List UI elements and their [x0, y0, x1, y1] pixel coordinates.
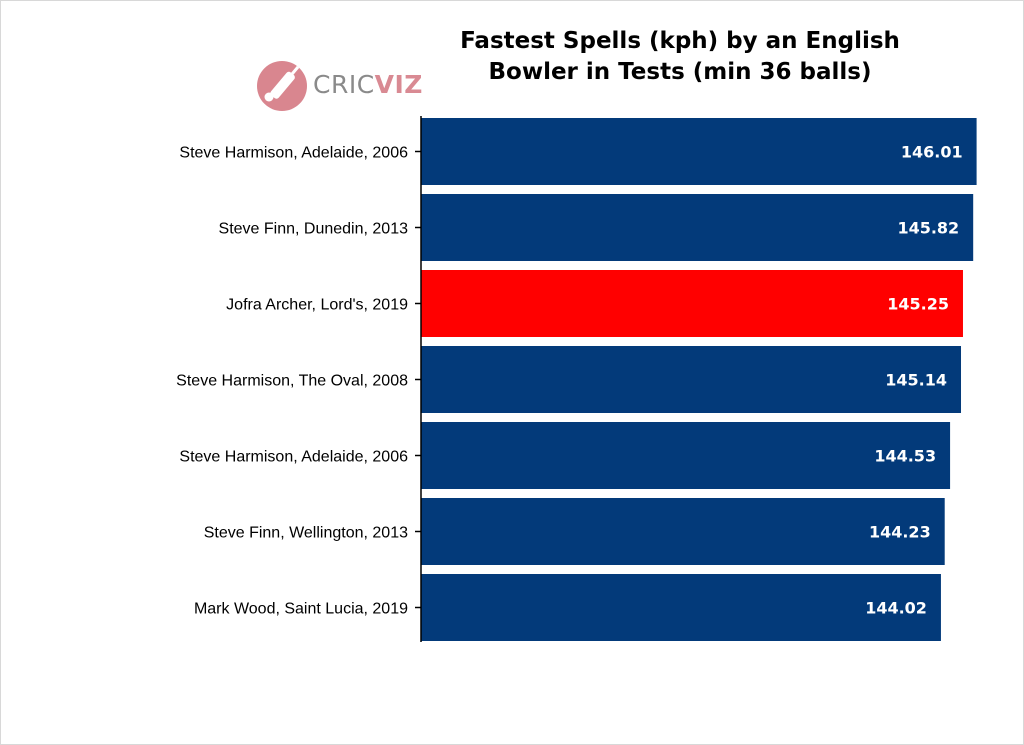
logo-text-cric: CRIC — [313, 70, 375, 99]
bar-value-label: 146.01 — [901, 143, 963, 162]
bar-value-label: 144.23 — [869, 523, 931, 542]
logo-text-viz: VIZ — [374, 70, 423, 99]
y-axis-category-label: Steve Harmison, Adelaide, 2006 — [179, 449, 408, 466]
bar — [421, 346, 962, 413]
bar-value-label: 145.14 — [885, 371, 947, 390]
bar-value-label: 144.53 — [874, 447, 936, 466]
y-axis-category-label: Steve Finn, Wellington, 2013 — [204, 525, 408, 542]
bar-value-label: 145.25 — [887, 295, 949, 314]
bar — [421, 194, 974, 261]
y-axis-category-label: Jofra Archer, Lord's, 2019 — [226, 297, 408, 314]
bar-value-label: 145.82 — [897, 219, 959, 238]
y-axis-category-label: Steve Harmison, Adelaide, 2006 — [179, 145, 408, 162]
bar — [421, 498, 945, 565]
y-axis-category-label: Mark Wood, Saint Lucia, 2019 — [194, 601, 408, 618]
bar — [421, 270, 963, 337]
y-axis-category-label: Steve Finn, Dunedin, 2013 — [219, 221, 409, 238]
cricviz-logo-text: CRICVIZ — [313, 70, 423, 99]
bar — [421, 422, 951, 489]
cricviz-logo: CRICVIZ — [255, 58, 422, 114]
chart-title: Fastest Spells (kph) by an English Bowle… — [420, 26, 940, 88]
cricket-bat-ball-icon — [257, 61, 307, 111]
bar — [421, 118, 977, 185]
chart-title-line-2: Bowler in Tests (min 36 balls) — [488, 59, 872, 85]
bar-value-label: 144.02 — [865, 599, 927, 618]
y-axis-category-label: Steve Harmison, The Oval, 2008 — [176, 373, 408, 390]
chart-title-line-1: Fastest Spells (kph) by an English — [460, 28, 900, 54]
bar — [421, 574, 941, 641]
